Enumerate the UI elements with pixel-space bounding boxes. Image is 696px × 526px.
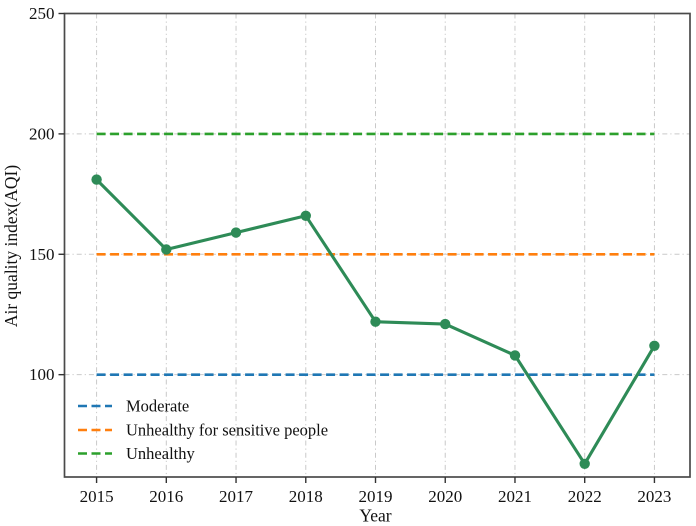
data-point-2016 [161,244,172,255]
plot-frame [63,12,691,478]
legend-label-unhealthy: Unhealthy [126,444,195,463]
data-point-2022 [579,458,590,469]
x-tick-label-2019: 2019 [359,487,393,506]
data-point-2019 [370,316,381,327]
y-tick-label-250: 250 [29,4,55,23]
x-tick-label-2022: 2022 [568,487,602,506]
x-tick-label-2023: 2023 [637,487,671,506]
data-point-2018 [300,210,311,221]
data-point-2020 [440,318,451,330]
x-tick-label-2021: 2021 [498,487,532,506]
legend-entry-moderate: Moderate [78,397,189,416]
x-axis-label: Year [359,506,391,526]
legend-entry-unhealthy-for-sensitive-people: Unhealthy for sensitive people [78,421,328,440]
x-tick-label-2015: 2015 [80,487,114,506]
y-tick-label-150: 150 [29,245,55,264]
x-tick-label-2016: 2016 [149,487,183,506]
x-tick-label-2017: 2017 [219,487,254,506]
data-point-2021 [509,350,521,361]
y-tick-label-200: 200 [29,124,55,143]
data-point-2017 [230,227,242,238]
data-point-2023 [649,340,660,351]
legend-label-unhealthy-for-sensitive-people: Unhealthy for sensitive people [126,421,328,440]
legend-label-moderate: Moderate [126,397,189,416]
data-point-2015 [91,174,102,185]
x-tick-label-2018: 2018 [289,487,323,506]
y-tick-label-100: 100 [29,365,55,384]
legend-entry-unhealthy: Unhealthy [78,444,195,463]
y-axis-label: Air quality index(AQI) [1,165,21,327]
x-tick-label-2020: 2020 [428,487,462,506]
